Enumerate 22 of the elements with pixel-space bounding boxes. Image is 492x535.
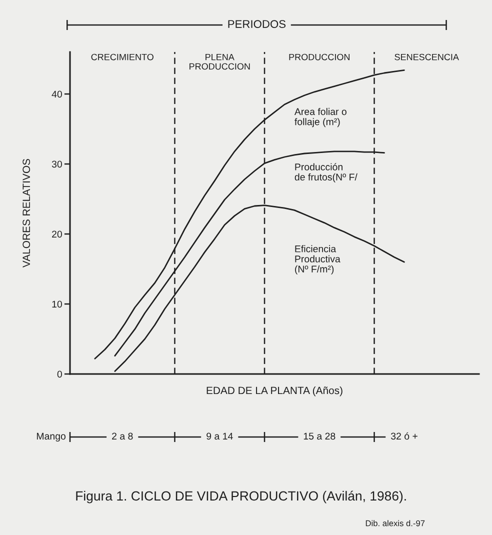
annotation: SENESCENCIA xyxy=(394,54,459,60)
text: Mango xyxy=(36,432,66,442)
y-tick-label: 10 xyxy=(52,300,62,308)
text: 9 a 14 xyxy=(206,432,233,440)
series-label: Producción de frutos(Nº F/ xyxy=(294,163,358,182)
annotation: PLENA PRODUCCION xyxy=(190,54,250,70)
text: Dib. alexis d.-97 xyxy=(366,520,425,526)
annotation: PRODUCCION xyxy=(289,54,350,60)
y-tick-label: 40 xyxy=(52,90,62,98)
annotation: CRECIMIENTO xyxy=(91,54,154,60)
y-tick-label: 20 xyxy=(52,230,62,238)
text: PERIODOS xyxy=(228,20,286,28)
text: 32 ó + xyxy=(390,432,418,440)
y-tick-label: 0 xyxy=(57,370,62,378)
series-label: Area foliar o follaje (m²) xyxy=(294,108,346,128)
text: 2 a 8 xyxy=(112,432,133,440)
y-axis-title: VALORES RELATIVOS xyxy=(22,158,30,268)
y-tick-label: 30 xyxy=(52,160,62,168)
text: Figura 1. CICLO DE VIDA PRODUCTIVO (Avilán, 1986). xyxy=(76,490,406,504)
x-axis-title: EDAD DE LA PLANTA (Años) xyxy=(206,386,342,396)
text: 15 a 28 xyxy=(304,432,336,440)
series-label: Eficiencia Productiva (Nº F/m²) xyxy=(295,245,340,274)
